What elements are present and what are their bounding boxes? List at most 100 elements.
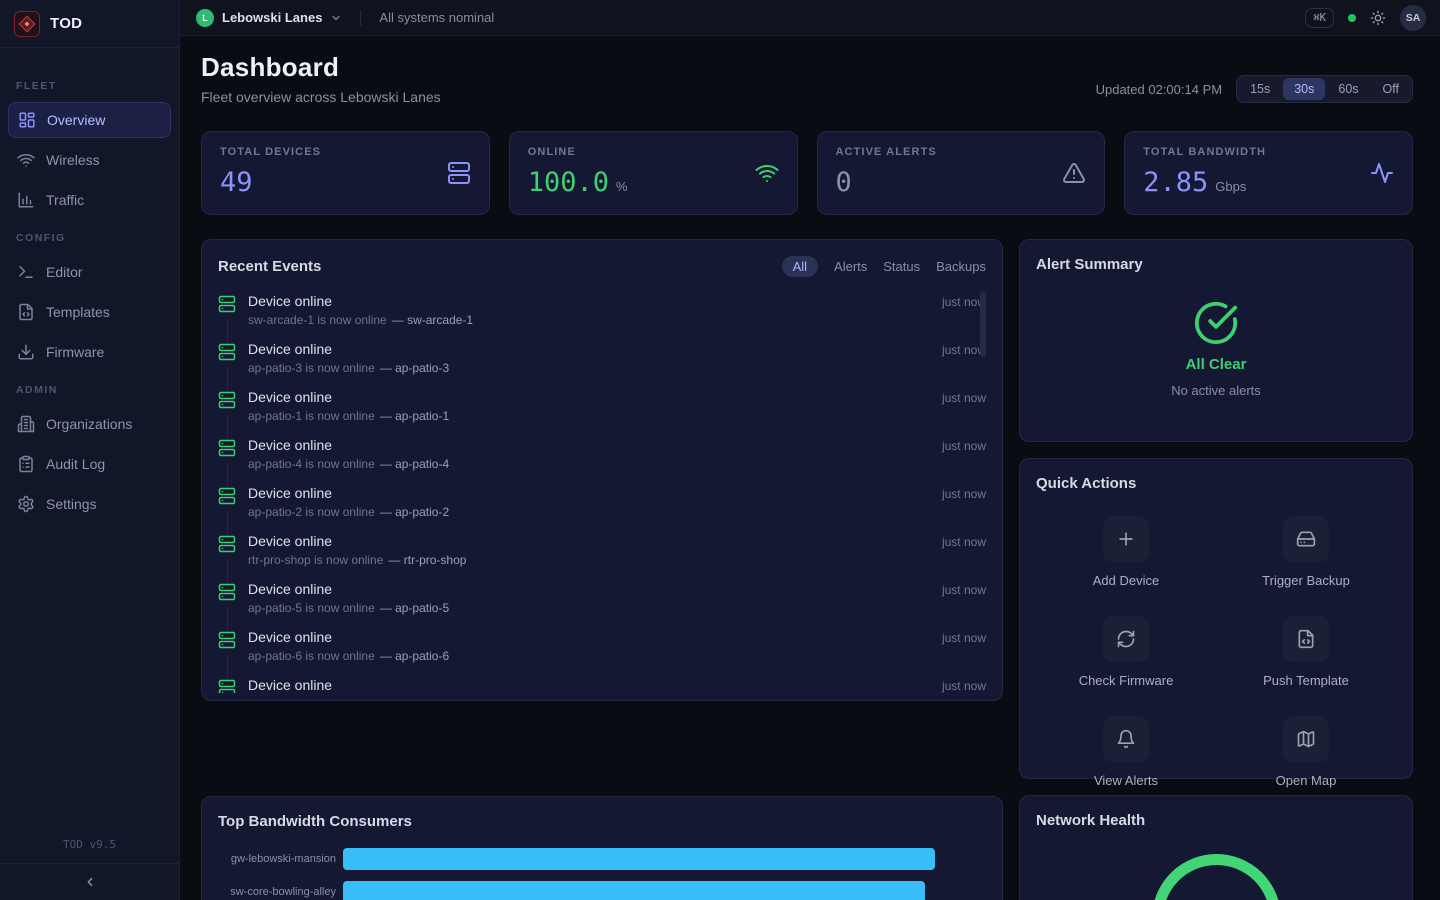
event-detail: sw-arcade-1 is now online [248,313,387,327]
refresh-60s-button[interactable]: 60s [1327,78,1369,100]
event-detail: ap-patio-3 is now online [248,361,375,375]
event-row[interactable]: Device online just now ap-patio-4 is now… [218,437,986,485]
event-time: just now [942,487,986,501]
sidebar-item-editor[interactable]: Editor [8,254,171,290]
sidebar-item-label: Firmware [46,344,104,360]
sidebar-item-audit-log[interactable]: Audit Log [8,446,171,482]
tab-all[interactable]: All [782,256,818,277]
event-detail: ap-patio-2 is now online [248,505,375,519]
bandwidth-title: Top Bandwidth Consumers [218,813,986,830]
app-name: TOD [50,15,82,32]
system-status-text: All systems nominal [379,10,494,25]
quick-action-label: Push Template [1263,673,1349,688]
view-alerts-button[interactable]: View Alerts [1036,702,1216,802]
tab-alerts[interactable]: Alerts [834,259,867,274]
refresh-15s-button[interactable]: 15s [1239,78,1281,100]
nav-section-admin: ADMIN [0,384,179,396]
event-device-tag: — ap-patio-6 [380,649,449,663]
events-list: Device online just now sw-arcade-1 is no… [218,293,986,693]
bandwidth-panel: Top Bandwidth Consumers gw-lebowski-mans… [201,796,1003,900]
page-title: Dashboard [201,52,441,83]
server-icon [218,391,236,409]
main-area: L Lebowski Lanes All systems nominal ⌘K … [180,0,1440,900]
quick-action-label: Trigger Backup [1262,573,1350,588]
event-row[interactable]: Device online just now ap-patio-5 is now… [218,581,986,629]
stat-label: ACTIVE ALERTS [836,146,937,158]
sidebar-item-templates[interactable]: Templates [8,294,171,330]
event-row[interactable]: Device online just now rtr-pro-shop is n… [218,533,986,581]
stat-cards-row: TOTAL DEVICES 49 ONLINE 100.0 % [201,131,1413,215]
sidebar-nav: FLEET Overview Wireless Traffic CONFIG E [0,48,179,838]
sidebar-item-firmware[interactable]: Firmware [8,334,171,370]
push-template-button[interactable]: Push Template [1216,602,1396,702]
server-icon [218,439,236,457]
stat-label: TOTAL DEVICES [220,146,321,158]
alert-status-text: All Clear [1186,356,1247,373]
org-name: Lebowski Lanes [222,10,322,25]
event-row[interactable]: Device online just now [218,677,986,693]
refresh-off-button[interactable]: Off [1372,78,1410,100]
quick-action-label: View Alerts [1094,773,1158,788]
stat-value: 49 [220,167,253,198]
sidebar-collapse-button[interactable] [0,863,179,900]
org-switcher[interactable]: L Lebowski Lanes [196,9,342,27]
stat-value: 100.0 [528,167,609,198]
user-avatar[interactable]: SA [1400,5,1426,31]
nav-section-config: CONFIG [0,232,179,244]
refresh-icon [1103,616,1149,662]
sidebar-item-label: Audit Log [46,456,105,472]
event-row[interactable]: Device online just now ap-patio-6 is now… [218,629,986,677]
sidebar-item-label: Templates [46,304,110,320]
sidebar-item-settings[interactable]: Settings [8,486,171,522]
refresh-30s-button[interactable]: 30s [1283,78,1325,100]
stat-label: TOTAL BANDWIDTH [1143,146,1266,158]
event-detail: rtr-pro-shop is now online [248,553,383,567]
stat-label: ONLINE [528,146,628,158]
event-row[interactable]: Device online just now ap-patio-3 is now… [218,341,986,389]
open-map-button[interactable]: Open Map [1216,702,1396,802]
event-time: just now [942,631,986,645]
add-device-button[interactable]: Add Device [1036,502,1216,602]
check-firmware-button[interactable]: Check Firmware [1036,602,1216,702]
stat-card-total-devices: TOTAL DEVICES 49 [201,131,490,215]
trigger-backup-button[interactable]: Trigger Backup [1216,502,1396,602]
theme-toggle-button[interactable] [1370,10,1386,26]
sidebar-item-overview[interactable]: Overview [8,102,171,138]
event-row[interactable]: Device online just now ap-patio-2 is now… [218,485,986,533]
app-brand: TOD [0,0,179,48]
event-detail: ap-patio-5 is now online [248,601,375,615]
sidebar-item-traffic[interactable]: Traffic [8,182,171,218]
quick-action-label: Check Firmware [1079,673,1174,688]
file-code-icon [1283,616,1329,662]
tab-backups[interactable]: Backups [936,259,986,274]
event-row[interactable]: Device online just now sw-arcade-1 is no… [218,293,986,341]
sidebar-item-wireless[interactable]: Wireless [8,142,171,178]
sidebar-item-organizations[interactable]: Organizations [8,406,171,442]
bandwidth-device-label: sw-core-bowling-alley [218,886,336,898]
dashboard-content: Dashboard Fleet overview across Lebowski… [180,36,1440,900]
events-scrollbar-thumb[interactable] [980,292,986,357]
stat-unit: % [616,179,628,194]
sidebar-item-label: Wireless [46,152,100,168]
network-health-panel: Network Health 100 [1019,795,1413,900]
event-row[interactable]: Device online just now ap-patio-1 is now… [218,389,986,437]
command-palette-shortcut[interactable]: ⌘K [1305,8,1334,28]
gear-icon [17,495,35,513]
event-title: Device online [248,389,332,405]
alert-summary-title: Alert Summary [1036,256,1396,273]
org-avatar: L [196,9,214,27]
updated-timestamp: Updated 02:00:14 PM [1096,82,1222,97]
network-health-title: Network Health [1036,812,1396,829]
event-title: Device online [248,437,332,453]
stat-card-online: ONLINE 100.0 % [509,131,798,215]
health-gauge: 100 [1152,854,1281,900]
event-time: just now [942,679,986,693]
bar-chart-icon [17,191,35,209]
tab-status[interactable]: Status [883,259,920,274]
event-title: Device online [248,533,332,549]
right-column: Alert Summary All Clear No active alerts… [1019,239,1413,900]
bell-icon [1103,716,1149,762]
event-time: just now [942,583,986,597]
left-column: Recent Events All Alerts Status Backups [201,239,1003,900]
event-title: Device online [248,341,332,357]
